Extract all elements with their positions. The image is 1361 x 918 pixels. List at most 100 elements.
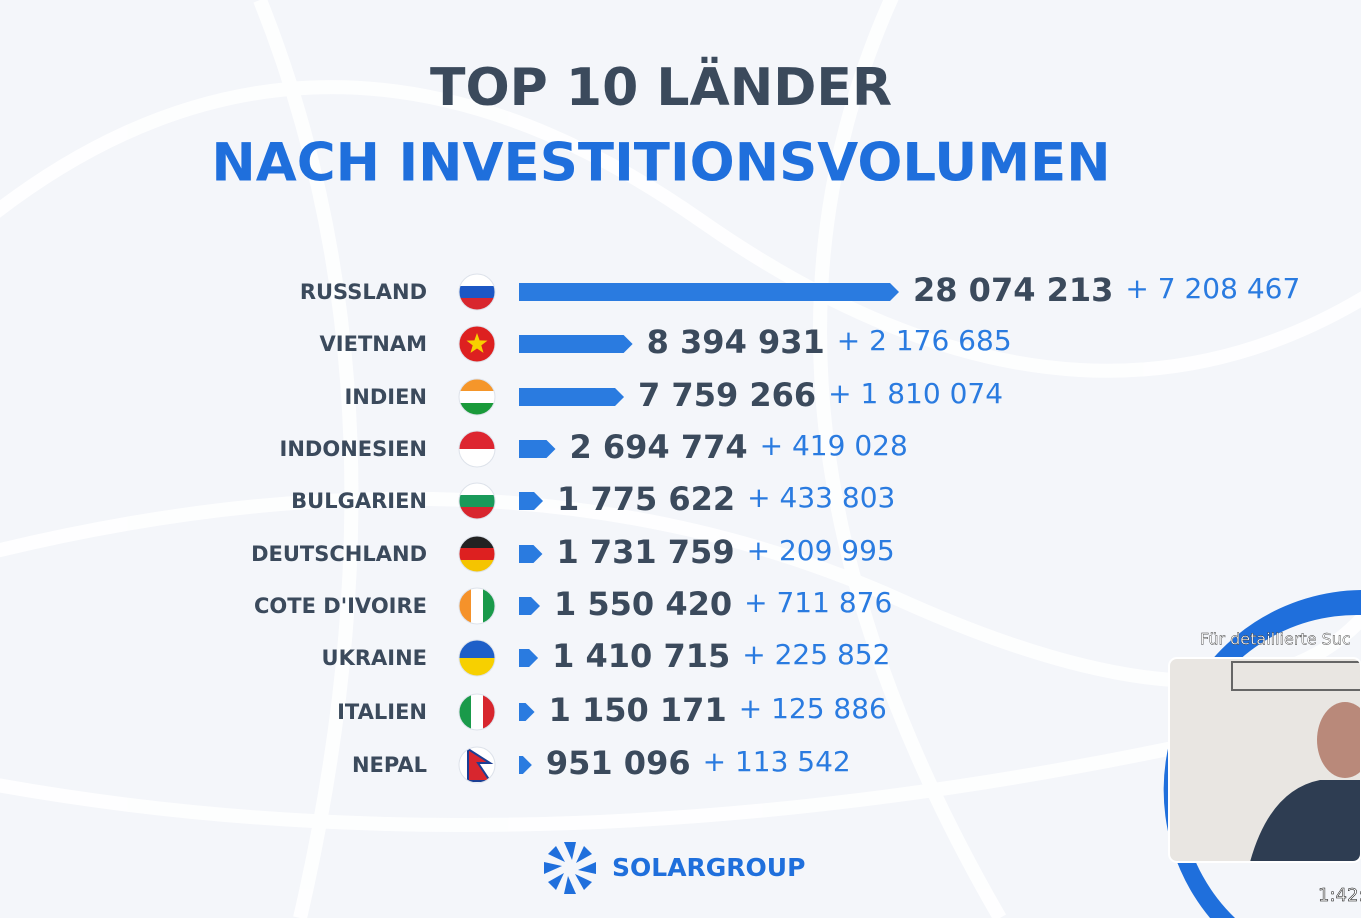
flag-body xyxy=(459,747,495,783)
chart-subtitle: NACH INVESTITIONSVOLUMEN xyxy=(211,133,1110,194)
category-label: VIETNAM xyxy=(320,332,427,356)
addition-label: + 1 810 074 xyxy=(828,377,1003,410)
addition-label: + 2 176 685 xyxy=(837,324,1012,357)
flag-ring xyxy=(458,535,496,573)
flag xyxy=(458,693,496,731)
flag-stripe xyxy=(459,548,495,561)
flag-ring xyxy=(458,325,496,363)
flag-stripe xyxy=(459,483,495,496)
value-label: 7 759 266 xyxy=(638,376,816,414)
addition-label: + 711 876 xyxy=(744,586,892,619)
flag-stripe xyxy=(459,298,495,310)
value-label: 1 775 622 xyxy=(557,480,735,518)
category-label: INDONESIEN xyxy=(280,437,427,461)
flag xyxy=(458,587,496,625)
flag-ring xyxy=(458,587,496,625)
flag xyxy=(458,535,496,573)
value-label: 1 731 759 xyxy=(556,533,734,571)
addition-label: + 125 886 xyxy=(739,692,887,725)
flag-ring xyxy=(458,378,496,416)
value-label: 8 394 931 xyxy=(647,323,825,361)
rows: RUSSLAND 28 074 213 + 7 208 467 VIETNAM 8 39… xyxy=(251,271,1300,784)
bar xyxy=(519,649,539,667)
category-label: INDIEN xyxy=(344,385,427,409)
bar xyxy=(519,545,543,563)
category-label: RUSSLAND xyxy=(300,280,427,304)
bar xyxy=(519,440,556,458)
flag-body xyxy=(459,536,495,572)
flag-stripe xyxy=(459,449,495,467)
logo-text: SOLARGROUP xyxy=(612,853,805,882)
flag-body xyxy=(459,694,495,730)
bar xyxy=(519,597,540,615)
addition-label: + 7 208 467 xyxy=(1125,272,1300,305)
flag-stripe xyxy=(459,274,495,287)
addition-label: + 433 803 xyxy=(747,481,895,514)
bar xyxy=(519,335,633,353)
overlay-caption: Für detaillierte Suc xyxy=(1200,630,1351,649)
flag xyxy=(458,430,496,468)
flag-ring xyxy=(458,639,496,677)
flag-body xyxy=(459,431,495,467)
addition-label: + 419 028 xyxy=(760,429,908,462)
category-label: UKRAINE xyxy=(322,646,427,670)
value-label: 1 150 171 xyxy=(549,691,727,729)
flag-ring xyxy=(458,482,496,520)
flag-stripe xyxy=(483,588,495,624)
category-label: BULGARIEN xyxy=(291,489,427,513)
video-frame xyxy=(1168,657,1361,863)
flag-body xyxy=(459,274,495,310)
flag-body xyxy=(459,483,495,519)
video-thumbnail xyxy=(1169,658,1361,862)
flag-stripe xyxy=(459,379,495,392)
flag xyxy=(458,482,496,520)
flag xyxy=(458,746,496,784)
flag-body xyxy=(459,326,495,362)
flag xyxy=(458,378,496,416)
bar xyxy=(519,492,544,510)
flag-stripe xyxy=(471,694,484,730)
logo: SOLARGROUP xyxy=(544,842,805,894)
flag-stripe xyxy=(459,588,472,624)
flag-stripe xyxy=(459,431,495,450)
addition-label: + 225 852 xyxy=(742,638,890,671)
category-label: NEPAL xyxy=(352,753,427,777)
value-label: 1 550 420 xyxy=(554,585,732,623)
bar xyxy=(519,388,625,406)
flag-stripe xyxy=(459,495,495,508)
flag-ring xyxy=(458,746,496,784)
flag-body xyxy=(459,588,495,624)
category-label: DEUTSCHLAND xyxy=(251,542,427,566)
value-label: 28 074 213 xyxy=(913,271,1113,309)
flag-stripe xyxy=(459,658,495,676)
bar xyxy=(519,283,899,301)
flag-stripe xyxy=(459,286,495,299)
addition-label: + 209 995 xyxy=(747,534,895,567)
category-label: ITALIEN xyxy=(337,700,427,724)
flag-stripe xyxy=(459,536,495,549)
value-label: 951 096 xyxy=(546,744,691,782)
category-label: COTE D'IVOIRE xyxy=(254,594,427,618)
flag-ring xyxy=(458,693,496,731)
bar xyxy=(519,703,535,721)
flag-stripe xyxy=(459,507,495,519)
flag-stripe xyxy=(459,391,495,404)
flag xyxy=(458,325,496,363)
flag-stripe xyxy=(471,588,484,624)
flag-stripe xyxy=(459,403,495,415)
flag xyxy=(458,639,496,677)
flag-ring xyxy=(458,430,496,468)
flag-body xyxy=(459,640,495,676)
flag xyxy=(458,273,496,311)
overlay-time: 1:42: xyxy=(1318,885,1361,906)
flag-stripe xyxy=(459,560,495,572)
value-label: 1 410 715 xyxy=(552,637,730,675)
flag-stripe xyxy=(459,640,495,659)
flag-ring xyxy=(458,273,496,311)
flag-star xyxy=(466,333,488,353)
flag-shape xyxy=(467,747,494,782)
